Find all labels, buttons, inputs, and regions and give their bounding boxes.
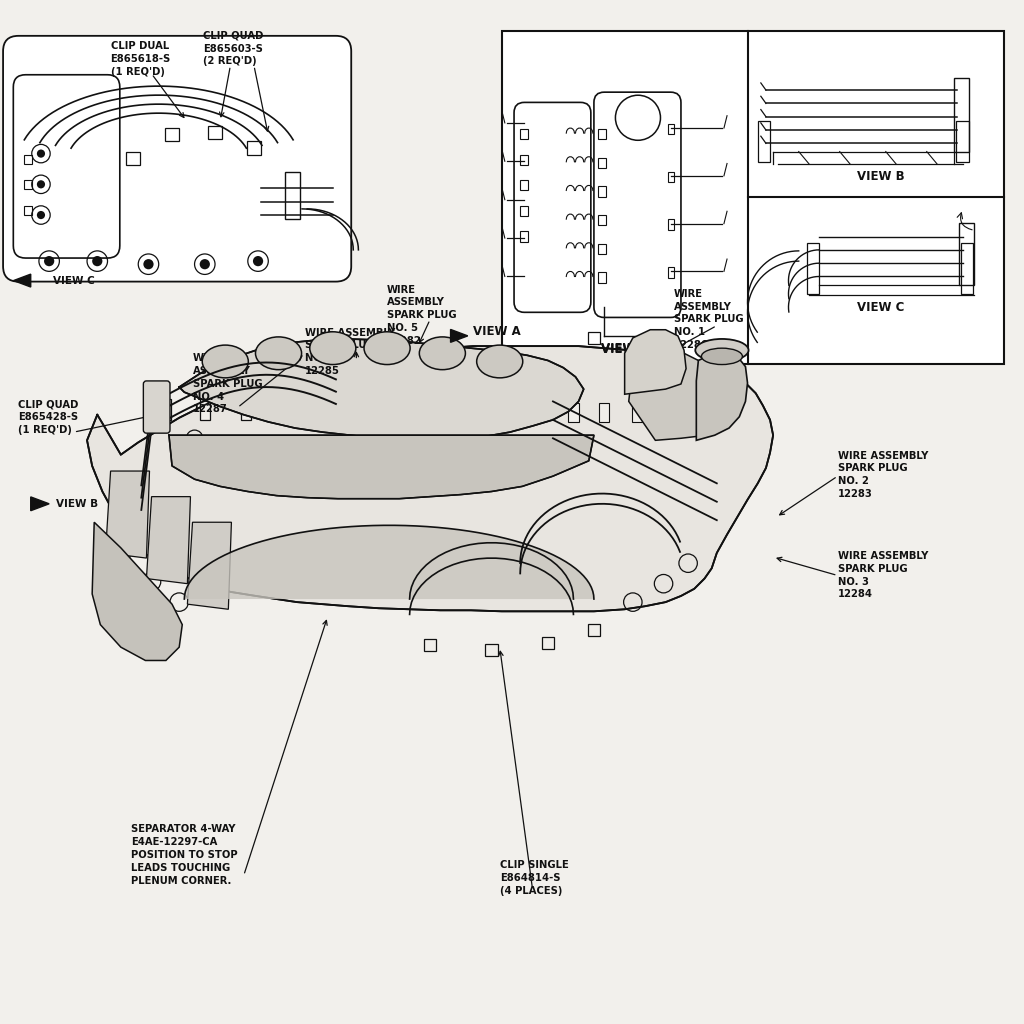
Bar [241, 399, 251, 420]
Polygon shape [187, 522, 231, 609]
Circle shape [200, 259, 210, 269]
Bar [247, 141, 261, 155]
Text: WIRE
ASSEMBLY
SPARK PLUG
NO. 4
12287: WIRE ASSEMBLY SPARK PLUG NO. 4 12287 [193, 353, 262, 415]
Circle shape [37, 150, 45, 158]
Ellipse shape [365, 332, 410, 365]
Text: WIRE
ASSEMBLY
SPARK PLUG
NO. 5
12282: WIRE ASSEMBLY SPARK PLUG NO. 5 12282 [387, 285, 457, 346]
Polygon shape [13, 274, 31, 287]
Bar [588, 332, 600, 344]
Ellipse shape [701, 348, 742, 365]
Bar [520, 155, 528, 165]
FancyBboxPatch shape [13, 75, 120, 258]
Bar [598, 272, 606, 283]
Text: VIEW A: VIEW A [473, 326, 521, 338]
FancyBboxPatch shape [594, 92, 681, 317]
Bar [520, 206, 528, 216]
Polygon shape [451, 330, 468, 342]
Bar [126, 152, 140, 165]
Circle shape [37, 180, 45, 188]
Polygon shape [179, 339, 584, 440]
Text: CLIP QUAD
E865428-S
(1 REQ'D): CLIP QUAD E865428-S (1 REQ'D) [18, 399, 79, 435]
Bar [959, 223, 974, 285]
Bar [954, 78, 969, 152]
Polygon shape [625, 330, 686, 394]
Bar [668, 172, 674, 182]
Text: WIRE ASSEMBLY
SPARK PLUG
NO. 3
12284: WIRE ASSEMBLY SPARK PLUG NO. 3 12284 [838, 551, 928, 599]
Text: WIRE ASSEMBLY
SPARK PLUG
NO. 2
12283: WIRE ASSEMBLY SPARK PLUG NO. 2 12283 [838, 451, 928, 499]
Text: VIEW B: VIEW B [56, 499, 98, 509]
Circle shape [253, 256, 263, 266]
Text: VIEW A: VIEW A [601, 343, 648, 355]
Ellipse shape [695, 339, 749, 361]
FancyBboxPatch shape [3, 36, 351, 282]
Bar [598, 129, 606, 139]
Bar [520, 231, 528, 242]
FancyBboxPatch shape [143, 381, 170, 433]
Bar [24, 155, 32, 164]
FancyBboxPatch shape [514, 102, 591, 312]
Bar [956, 121, 969, 162]
Text: VIEW C: VIEW C [857, 301, 904, 313]
Bar [598, 215, 606, 225]
Bar [599, 403, 609, 422]
Bar [598, 158, 606, 168]
Bar [807, 243, 819, 294]
Bar [542, 637, 554, 649]
Bar [758, 121, 770, 162]
Polygon shape [105, 471, 150, 558]
Ellipse shape [203, 345, 248, 378]
Text: VIEW B: VIEW B [857, 170, 904, 182]
Bar [502, 31, 1004, 364]
Polygon shape [629, 352, 717, 440]
Circle shape [37, 211, 45, 219]
Bar [668, 124, 674, 134]
Polygon shape [146, 497, 190, 584]
Text: CLIP QUAD
E865603-S
(2 REQ'D): CLIP QUAD E865603-S (2 REQ'D) [203, 31, 263, 67]
Text: CLIP DUAL
E865618-S
(1 REQ'D): CLIP DUAL E865618-S (1 REQ'D) [111, 41, 171, 77]
Bar [520, 129, 528, 139]
Text: VIEW C: VIEW C [53, 275, 95, 286]
Circle shape [92, 256, 102, 266]
Bar [632, 403, 642, 422]
Bar [24, 180, 32, 189]
Ellipse shape [476, 345, 522, 378]
Bar [424, 639, 436, 651]
Bar [598, 186, 606, 197]
Bar [520, 180, 528, 190]
Bar [165, 128, 179, 141]
Bar [588, 624, 600, 636]
Bar [568, 403, 579, 422]
Bar [668, 267, 674, 278]
Polygon shape [87, 346, 773, 611]
Polygon shape [31, 497, 49, 511]
Bar [161, 399, 171, 420]
Bar [660, 403, 671, 422]
Bar [200, 399, 210, 420]
Ellipse shape [420, 337, 465, 370]
Circle shape [44, 256, 54, 266]
Bar [285, 172, 300, 219]
Bar [282, 399, 292, 420]
Text: WIRE ASSEMBLY
SPARK PLUG
NO. 6
12285: WIRE ASSEMBLY SPARK PLUG NO. 6 12285 [305, 328, 395, 376]
Circle shape [143, 259, 154, 269]
Bar [961, 243, 973, 294]
Bar [668, 219, 674, 229]
Bar [485, 644, 498, 656]
Text: CLIP SINGLE
E864814-S
(4 PLACES): CLIP SINGLE E864814-S (4 PLACES) [500, 860, 568, 896]
Bar [208, 126, 222, 139]
Polygon shape [696, 352, 748, 440]
Bar [598, 244, 606, 254]
Text: WIRE
ASSEMBLY
SPARK PLUG
NO. 1
12286: WIRE ASSEMBLY SPARK PLUG NO. 1 12286 [674, 289, 743, 350]
Polygon shape [92, 522, 182, 660]
Bar [24, 206, 32, 215]
Ellipse shape [309, 332, 356, 365]
Text: SEPARATOR 4-WAY
E4AE-12297-CA
POSITION TO STOP
LEADS TOUCHING
PLENUM CORNER.: SEPARATOR 4-WAY E4AE-12297-CA POSITION T… [131, 824, 238, 886]
Ellipse shape [256, 337, 302, 370]
Text: VIEW A: VIEW A [601, 342, 648, 354]
Polygon shape [169, 435, 594, 499]
